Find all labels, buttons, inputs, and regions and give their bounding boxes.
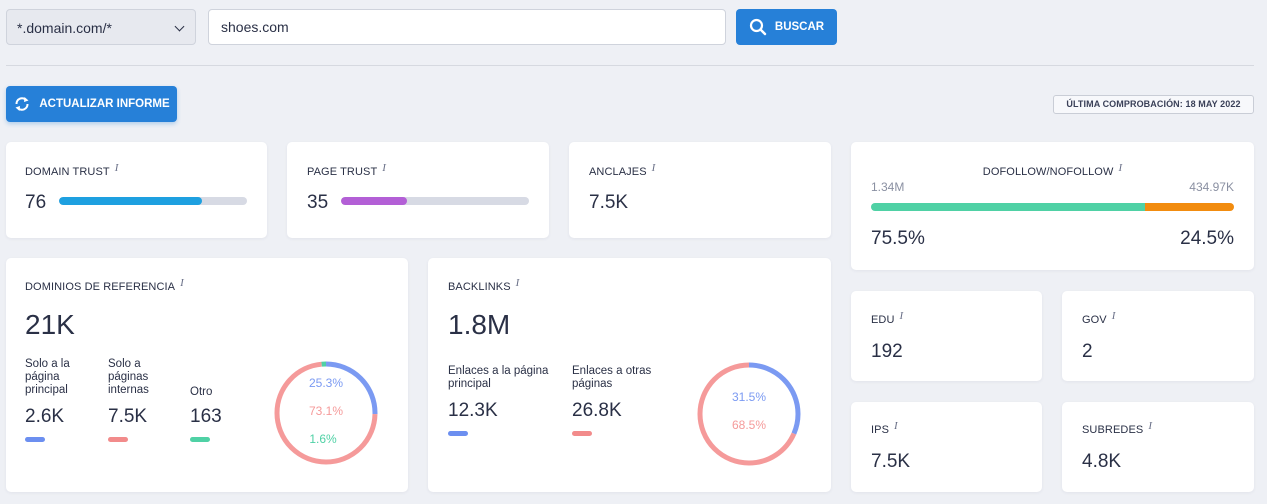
rd-other-label: Otro: [190, 386, 213, 398]
page-trust-title: PAGE TRUST i: [307, 162, 387, 178]
referring-domains-card: DOMINIOS DE REFERENCIA i 21K Solo a la pá…: [6, 258, 408, 492]
page-trust-value: 35: [307, 192, 329, 213]
domain-scope-value: *.domain.com/*: [17, 20, 112, 36]
update-report-button[interactable]: ACTUALIZAR INFORME: [6, 86, 177, 122]
edu-value: 192: [871, 341, 903, 362]
backlinks-title: BACKLINKS i: [448, 277, 520, 293]
anchors-card: ANCLAJES i 7.5K: [569, 142, 831, 238]
dofollow-title: DOFOLLOW/NOFOLLOW i: [982, 162, 1123, 178]
anchors-value: 7.5K: [589, 192, 629, 213]
rd-donut-segment-1: [274, 361, 378, 465]
rd-internal-swatch: [108, 437, 128, 442]
backlinks-card: BACKLINKS i 1.8M Enlaces a la página prin…: [428, 258, 831, 492]
bl-homepage-swatch: [448, 431, 468, 436]
rd-internal-label: Solo a páginas internas: [108, 358, 149, 396]
domain-scope-select[interactable]: *.domain.com/*: [6, 9, 196, 45]
subnets-card: SUBREDES i 4.8K: [1062, 402, 1254, 492]
subnets-title: SUBREDES i: [1082, 420, 1153, 436]
referring-domains-title: DOMINIOS DE REFERENCIA i: [25, 277, 184, 293]
domain-trust-card: DOMAIN TRUST i 76: [6, 142, 267, 238]
rd-donut-label-homepage: 25.3%: [308, 376, 344, 390]
chevron-down-icon: [174, 21, 185, 32]
last-check-badge: ÚLTIMA COMPROBACIÓN: 18 MAY 2022: [1053, 95, 1254, 114]
bl-other-value: 26.8K: [572, 400, 622, 421]
dofollow-percent: 75.5%: [871, 228, 925, 249]
dofollow-nofollow-card: DOFOLLOW/NOFOLLOW i 1.34M 434.97K 75.5% 2…: [851, 142, 1254, 270]
bl-donut-label-other: 68.5%: [731, 418, 767, 432]
gov-title: GOV i: [1082, 310, 1116, 326]
domain-trust-value: 76: [25, 192, 47, 213]
ips-card: IPS i 7.5K: [851, 402, 1042, 492]
rd-donut-label-other: 1.6%: [309, 432, 337, 446]
refresh-icon: [13, 95, 31, 113]
ips-title: IPS i: [871, 420, 898, 436]
rd-homepage-swatch: [25, 437, 45, 442]
domain-trust-title: DOMAIN TRUST i: [25, 162, 119, 178]
search-button[interactable]: BUSCAR: [736, 9, 837, 45]
search-button-label: BUSCAR: [774, 21, 825, 33]
rd-other-swatch: [190, 437, 210, 442]
subnets-value: 4.8K: [1082, 451, 1122, 472]
domain-search-input[interactable]: [208, 9, 726, 45]
bl-donut-label-homepage: 31.5%: [731, 390, 767, 404]
bl-homepage-value: 12.3K: [448, 400, 498, 421]
referring-domains-total: 21K: [25, 309, 75, 340]
edu-card: EDU i 192: [851, 291, 1042, 381]
dofollow-count: 1.34M: [871, 180, 905, 194]
search-icon: [749, 18, 767, 36]
divider: [6, 65, 1254, 66]
rd-other-value: 163: [190, 406, 222, 427]
rd-donut-segment-2: [274, 361, 378, 465]
info-icon[interactable]: i: [515, 277, 520, 289]
bl-donut-segment-1: [697, 362, 801, 466]
backlinks-donut: [697, 362, 801, 466]
edu-title: EDU i: [871, 310, 904, 326]
rd-homepage-label: Solo a la página principal: [25, 358, 70, 396]
update-report-label: ACTUALIZAR INFORME: [39, 98, 170, 110]
nofollow-bar-segment: [1145, 203, 1234, 211]
domain-trust-bar-fill: [59, 197, 202, 205]
rd-internal-value: 7.5K: [108, 406, 148, 427]
info-icon[interactable]: i: [382, 162, 387, 174]
dofollow-bar-segment: [871, 203, 1146, 211]
bl-other-swatch: [572, 431, 592, 436]
info-icon[interactable]: i: [651, 162, 656, 174]
anchors-title: ANCLAJES i: [589, 162, 656, 178]
info-icon[interactable]: i: [894, 420, 898, 432]
rd-donut-label-internal: 73.1%: [308, 404, 344, 418]
info-icon[interactable]: i: [1148, 420, 1153, 432]
ips-value: 7.5K: [871, 451, 911, 472]
backlinks-total: 1.8M: [448, 309, 511, 340]
bl-other-label: Enlaces a otras páginas: [572, 365, 652, 390]
page-trust-card: PAGE TRUST i 35: [287, 142, 549, 238]
info-icon[interactable]: i: [899, 310, 904, 322]
bl-homepage-label: Enlaces a la página principal: [448, 365, 549, 390]
page-trust-bar: [341, 197, 529, 205]
info-icon[interactable]: i: [180, 277, 184, 289]
nofollow-percent: 24.5%: [1180, 228, 1234, 249]
rd-homepage-value: 2.6K: [25, 406, 65, 427]
dofollow-bar: [871, 203, 1234, 211]
info-icon[interactable]: i: [114, 162, 119, 174]
nofollow-count: 434.97K: [1189, 180, 1234, 194]
gov-value: 2: [1082, 341, 1093, 362]
referring-domains-donut: [274, 361, 378, 465]
info-icon[interactable]: i: [1118, 162, 1123, 174]
gov-card: GOV i 2: [1062, 291, 1254, 381]
page-trust-bar-fill: [341, 197, 407, 205]
info-icon[interactable]: i: [1111, 310, 1116, 322]
domain-trust-bar: [59, 197, 247, 205]
